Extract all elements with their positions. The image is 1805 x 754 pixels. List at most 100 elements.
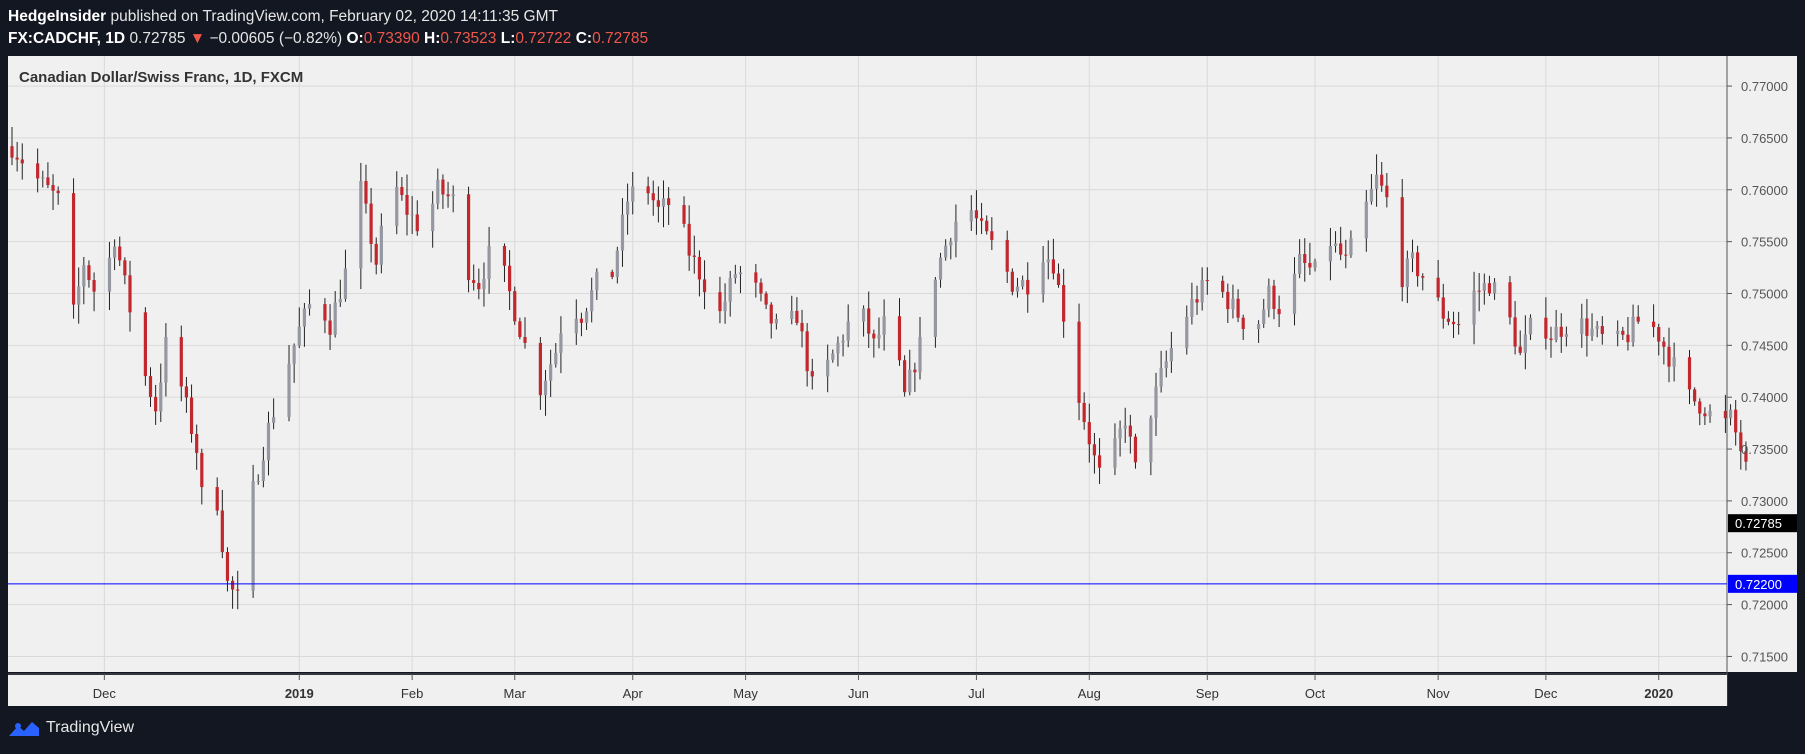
candle-body [933, 279, 937, 337]
candle-body [107, 257, 112, 292]
candle-body [1051, 259, 1055, 274]
price-change: −0.00605 (−0.82%) [209, 30, 343, 47]
candle [236, 570, 240, 610]
candle [1226, 283, 1230, 324]
candle-body [1097, 455, 1102, 468]
plot-area[interactable] [8, 56, 1727, 672]
candle [154, 384, 158, 425]
close-value: 0.72785 [592, 30, 649, 47]
candle-body [466, 194, 471, 281]
candle [195, 424, 199, 470]
candle-body [36, 163, 40, 179]
candle-body [1564, 333, 1568, 337]
candle [1005, 230, 1009, 284]
candle-body [1123, 425, 1127, 429]
candle [579, 312, 584, 337]
candle [769, 302, 773, 339]
candle [774, 313, 778, 330]
candle [733, 264, 737, 284]
candle [1308, 242, 1312, 275]
candle-body [1441, 297, 1445, 319]
candle [359, 162, 363, 290]
candle-body [836, 342, 840, 354]
candle [584, 307, 589, 331]
horizontal-level-line[interactable]: 0.72200 [8, 574, 1797, 593]
time-tick-label: Nov [1427, 686, 1451, 701]
candle [538, 337, 542, 410]
candle-body [71, 193, 76, 305]
last-price: 0.72785 [129, 30, 186, 47]
candle [1041, 245, 1045, 303]
candle-body [225, 552, 230, 581]
candle-body [287, 363, 291, 417]
candle [1400, 179, 1404, 302]
candle-body [46, 177, 50, 186]
candle-body [1164, 361, 1168, 369]
gridlines [8, 56, 1727, 672]
candle-body [938, 257, 943, 280]
candle-body [1231, 298, 1235, 310]
candle [867, 291, 871, 349]
candle-body [913, 369, 917, 373]
candle [1554, 309, 1558, 343]
candle-body [1226, 291, 1230, 310]
tradingview-logo-icon[interactable] [8, 718, 40, 738]
candle [1118, 420, 1122, 457]
candle-body [718, 292, 722, 312]
candle-body [400, 187, 404, 196]
candle [1698, 398, 1702, 426]
candle [1636, 305, 1640, 324]
candle [266, 411, 271, 476]
candle-body [164, 337, 168, 383]
level-label-badge [1728, 574, 1797, 593]
candle-body [1703, 413, 1707, 417]
candle [143, 307, 147, 386]
candle-body [1369, 188, 1374, 202]
candle-body [1585, 318, 1589, 336]
candle-body [359, 181, 363, 269]
candle [1298, 239, 1302, 279]
candle-body [831, 353, 835, 360]
candle-body [723, 301, 727, 312]
candle-body [472, 280, 476, 283]
candle [702, 260, 707, 310]
candle-body [1364, 201, 1368, 239]
candle-body [113, 246, 117, 258]
candle [1385, 173, 1389, 208]
candle [974, 190, 979, 235]
tradingview-brand[interactable]: TradingView [46, 719, 135, 736]
candle [1277, 295, 1281, 328]
price-axis[interactable] [1727, 56, 1797, 672]
candle [451, 185, 455, 213]
time-axis[interactable] [8, 675, 1727, 706]
candle-body [1092, 444, 1097, 456]
candle [913, 362, 917, 392]
candle [1672, 342, 1676, 382]
candle-body [1508, 282, 1512, 318]
price-tick-label: 0.74500 [1741, 338, 1788, 353]
candle [990, 217, 994, 251]
candle [646, 176, 650, 205]
candle [882, 299, 886, 351]
candle-body [1077, 321, 1081, 403]
candle-body [1693, 389, 1697, 402]
publisher-name[interactable]: HedgeInsider [8, 8, 107, 25]
candle-body [215, 487, 219, 511]
price-tick-label: 0.75000 [1741, 286, 1788, 301]
candle [1267, 278, 1271, 318]
candle [1333, 231, 1338, 253]
candle [595, 268, 599, 300]
candle [651, 180, 655, 216]
candle [1703, 407, 1707, 426]
time-tick-label: May [733, 686, 758, 701]
candle [1123, 407, 1127, 444]
candle [805, 323, 809, 387]
candle-body [1308, 262, 1312, 268]
candle-body [867, 308, 871, 334]
candle-body [338, 298, 342, 303]
candle-body [1513, 317, 1517, 347]
candle-body [1118, 428, 1122, 439]
candle [826, 344, 830, 393]
candle-body [949, 241, 953, 246]
